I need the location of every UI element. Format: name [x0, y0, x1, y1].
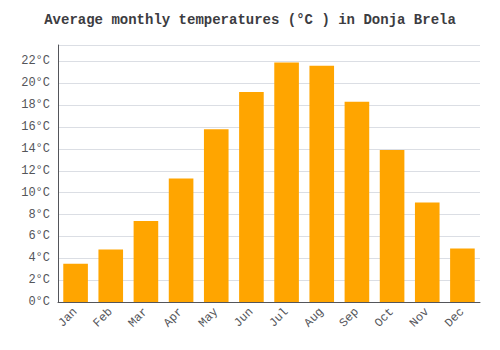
svg-text:12°C: 12°C — [21, 164, 50, 178]
svg-text:Average monthly temperatures (: Average monthly temperatures (°C ) in Do… — [44, 12, 456, 28]
svg-text:Jul: Jul — [266, 305, 291, 330]
svg-text:Mar: Mar — [126, 305, 151, 330]
svg-text:Jun: Jun — [231, 305, 256, 330]
svg-text:Dec: Dec — [442, 305, 467, 330]
svg-text:6°C: 6°C — [28, 229, 50, 243]
svg-text:14°C: 14°C — [21, 142, 50, 156]
svg-text:8°C: 8°C — [28, 208, 50, 222]
svg-text:Feb: Feb — [91, 305, 116, 330]
svg-text:Oct: Oct — [372, 305, 397, 330]
svg-text:Apr: Apr — [161, 305, 186, 330]
svg-text:2°C: 2°C — [28, 273, 50, 287]
svg-text:18°C: 18°C — [21, 98, 50, 112]
svg-text:10°C: 10°C — [21, 186, 50, 200]
svg-text:Sep: Sep — [337, 305, 362, 330]
svg-text:16°C: 16°C — [21, 120, 50, 134]
svg-text:20°C: 20°C — [21, 76, 50, 90]
svg-text:May: May — [196, 305, 221, 330]
svg-text:0°C: 0°C — [28, 295, 50, 309]
svg-text:Jan: Jan — [55, 305, 80, 330]
svg-text:Aug: Aug — [302, 305, 327, 330]
svg-text:Nov: Nov — [407, 305, 432, 330]
svg-text:22°C: 22°C — [21, 54, 50, 68]
svg-text:4°C: 4°C — [28, 251, 50, 265]
